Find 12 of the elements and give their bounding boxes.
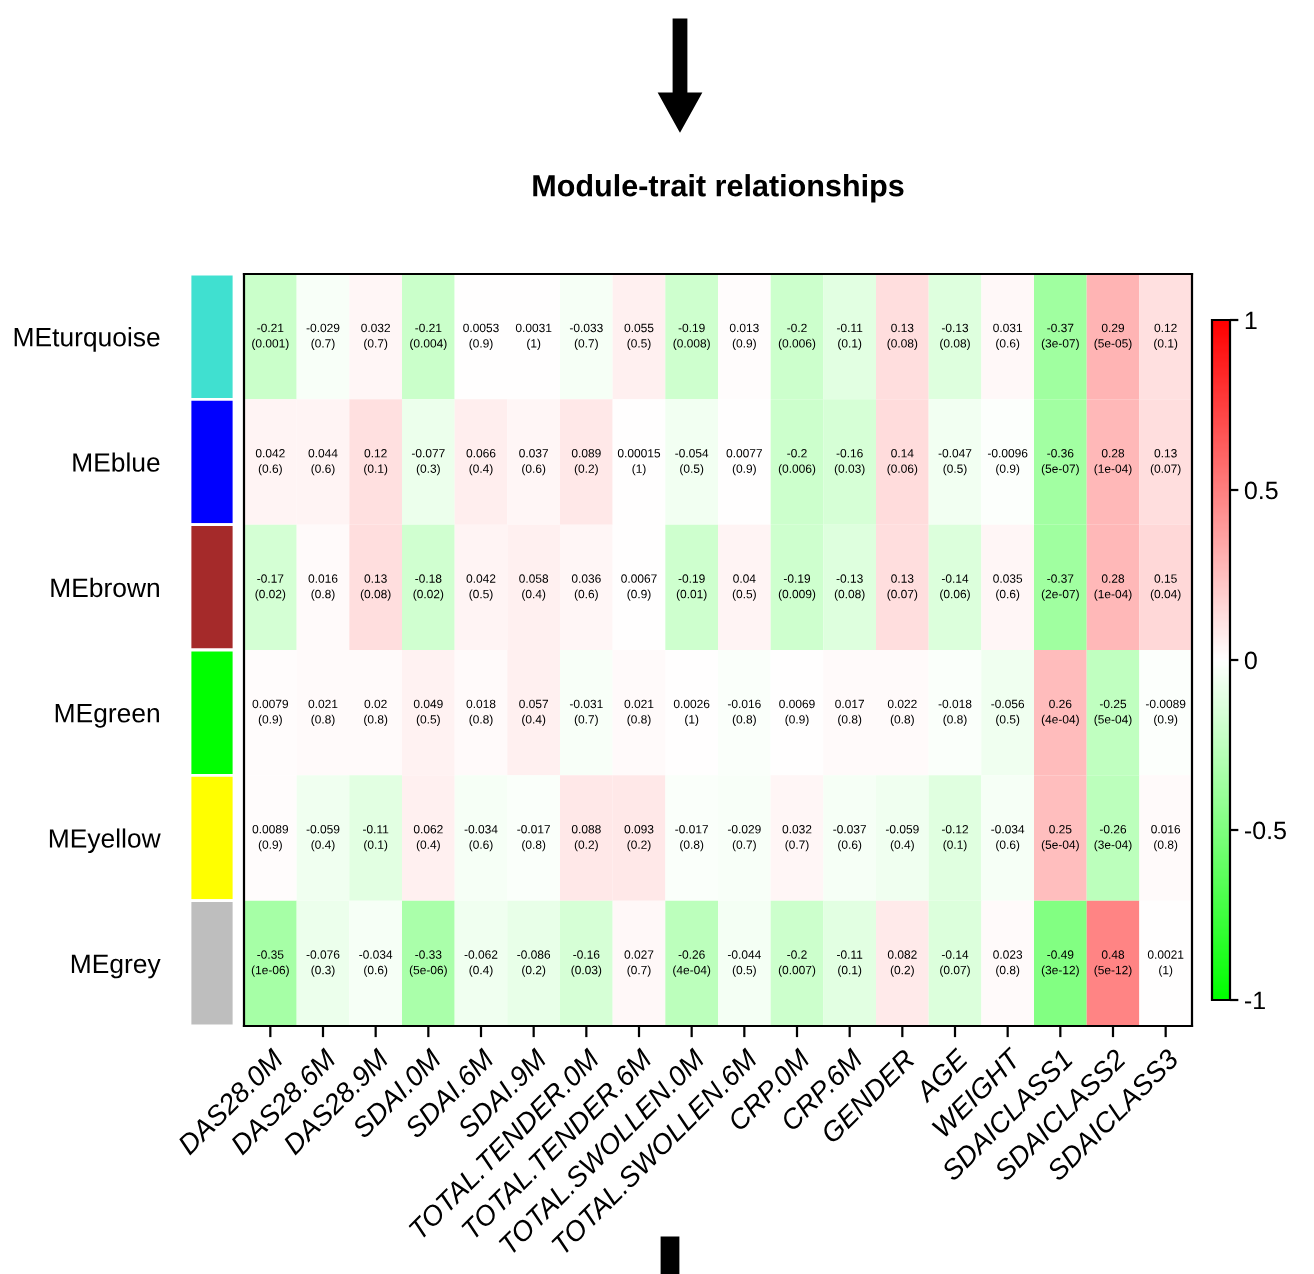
color-bar-label: -1 [1245, 991, 1265, 1010]
y-tick-label: MEblue [73, 452, 160, 472]
y-tick-label: MEbrown [51, 577, 159, 598]
y-tick-label: MEgrey [71, 954, 161, 979]
color-bar-label: 0 [1244, 651, 1257, 670]
color-bar-label: 0.5 [1244, 481, 1278, 500]
y-tick-label: MEyellow [49, 828, 161, 854]
color-bar-label: -0.5 [1245, 821, 1286, 840]
y-tick-label: MEgreen [55, 704, 159, 728]
y-tick-label: MEturquoise [14, 327, 160, 352]
chart-title: Module-trait relationships [533, 174, 904, 203]
color-bar-label: 1 [1245, 311, 1257, 330]
